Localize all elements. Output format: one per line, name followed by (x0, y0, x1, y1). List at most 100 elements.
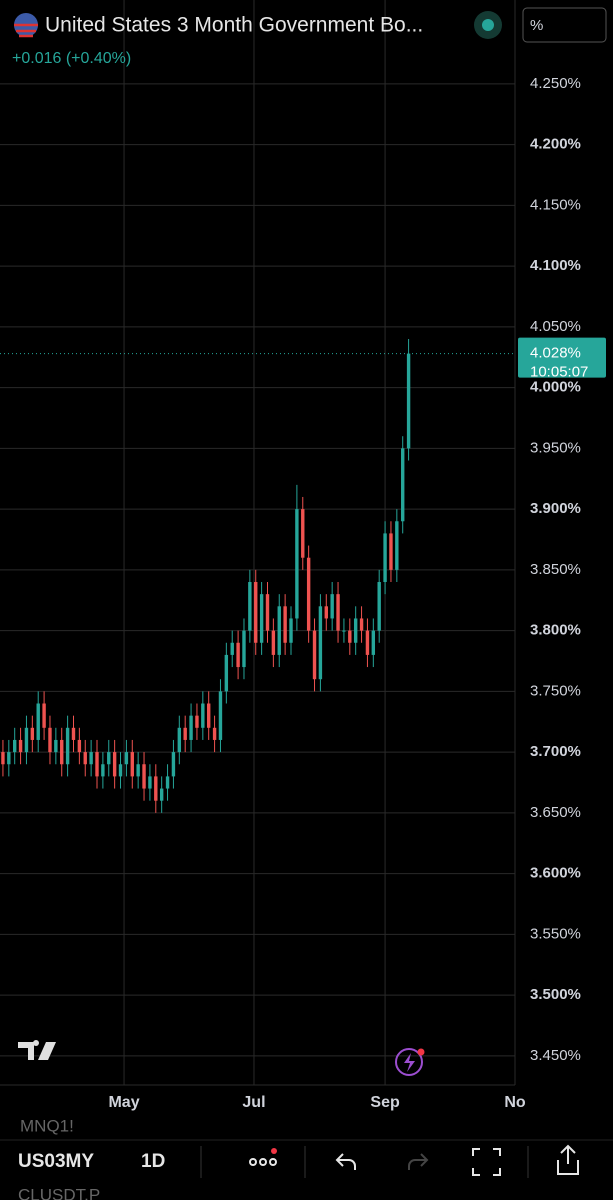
last-price-box (518, 337, 606, 378)
candle-body (365, 630, 370, 655)
candle-body (207, 703, 211, 728)
candle-body (54, 739, 58, 753)
candle-body (42, 703, 46, 728)
grid (0, 0, 516, 1085)
candle-body (142, 764, 146, 789)
title: United States 3 Month Government Bo... (45, 14, 423, 37)
candle-body (271, 630, 276, 655)
y-tick-label: 4.050% (530, 318, 581, 335)
logo-dot (33, 1040, 39, 1046)
candle-body (48, 727, 52, 753)
candle-body (18, 739, 23, 753)
flash-badge (417, 1048, 425, 1056)
y-tick-label: 4.150% (530, 196, 581, 213)
y-tick-label: 4.250% (530, 75, 581, 92)
fullscreen-icon[interactable] (472, 1148, 501, 1176)
candle-body (236, 642, 240, 668)
redo-icon (408, 1153, 429, 1170)
candle-body (371, 630, 376, 655)
next-symbol[interactable]: CLUSDT.P (18, 1185, 100, 1200)
candle-body (342, 630, 346, 632)
candle-body (177, 727, 182, 753)
y-tick-label: 4.200% (530, 136, 581, 153)
candle-body (171, 752, 176, 777)
more-badge (271, 1148, 277, 1154)
candle-body (389, 533, 393, 570)
candle-body (318, 606, 323, 680)
candle-body (124, 752, 129, 765)
unit-button-label[interactable]: % (530, 17, 543, 34)
candle-body (230, 642, 234, 655)
candle-body (401, 448, 405, 522)
change: +0.016 (+0.40%) (12, 50, 131, 67)
y-tick-label: 3.750% (530, 682, 581, 699)
flash-bolt (404, 1053, 415, 1072)
flash-icon[interactable] (395, 1048, 423, 1076)
x-tick-label: Sep (370, 1094, 400, 1111)
status-dot (482, 19, 494, 31)
y-tick-label: 3.650% (530, 804, 581, 821)
x-tick-label: No (504, 1094, 526, 1111)
prev-symbol[interactable]: MNQ1! (20, 1116, 74, 1135)
candle-body (71, 727, 76, 740)
candle-body (301, 509, 305, 558)
y-tick-label: 3.950% (530, 439, 581, 456)
candle-body (248, 582, 252, 631)
unit-button[interactable] (522, 7, 607, 43)
candle-body (218, 691, 223, 740)
share-icon[interactable] (557, 1144, 579, 1175)
candle-body (112, 752, 117, 777)
last-price-label: 4.028% (530, 345, 581, 362)
candle-body (7, 752, 11, 765)
candle-body (24, 727, 29, 753)
candle-body (201, 703, 205, 728)
undo-icon[interactable] (335, 1153, 356, 1170)
candle-body (189, 715, 193, 740)
x-tick-label: Jul (242, 1094, 265, 1111)
candle-body (130, 752, 134, 777)
y-tick-label: 3.700% (530, 743, 581, 760)
candle-body (336, 594, 340, 631)
y-tick-label: 3.900% (530, 500, 581, 517)
candle-body (183, 727, 187, 740)
candle-body (107, 752, 111, 765)
candle-body (212, 727, 217, 740)
candle-body (254, 582, 258, 643)
y-tick-label: 4.000% (530, 379, 581, 396)
candle-body (30, 727, 35, 740)
y-tick-label: 3.550% (530, 925, 581, 942)
candle-body (165, 776, 170, 789)
candle-body (259, 594, 264, 643)
candle-body (83, 752, 87, 765)
candle-body (383, 533, 387, 583)
y-tick-label: 3.600% (530, 865, 581, 882)
plot (1, 339, 411, 813)
more-icon[interactable] (249, 1158, 277, 1166)
flag-stripes (14, 23, 38, 38)
candle-body (265, 594, 270, 631)
candle-body (77, 739, 82, 753)
candle-body (395, 521, 399, 570)
y-tick-label: 3.850% (530, 561, 581, 578)
candle-body (348, 630, 352, 643)
candle-body (289, 618, 293, 643)
candle-body (118, 764, 123, 777)
candle-body (377, 582, 381, 631)
candle-body (12, 739, 17, 753)
y-tick-label: 4.100% (530, 257, 581, 274)
candle-body (195, 715, 199, 728)
candle-body (295, 509, 299, 619)
candle-body (353, 618, 358, 643)
candle-body (60, 739, 64, 765)
candle-body (242, 630, 246, 668)
y-tick-label: 3.450% (530, 1047, 581, 1064)
candle-body (1, 752, 5, 765)
candle-body (324, 606, 328, 619)
candle-body (89, 752, 93, 765)
x-tick-label: May (108, 1094, 139, 1111)
candle-body (283, 606, 287, 643)
symbol[interactable]: US03MY (18, 1151, 94, 1172)
interval[interactable]: 1D (141, 1151, 165, 1172)
candle-body (95, 752, 99, 777)
